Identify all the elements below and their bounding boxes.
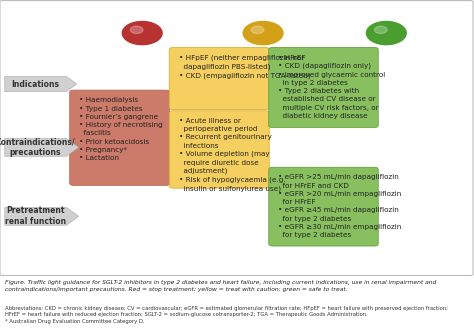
Circle shape bbox=[122, 22, 162, 45]
Polygon shape bbox=[5, 207, 79, 225]
FancyBboxPatch shape bbox=[70, 90, 170, 185]
Text: • HFpEF (neither empagliflozin nor
  dapagliflozin PBS-listed)
• CKD (empagliflo: • HFpEF (neither empagliflozin nor dapag… bbox=[179, 54, 310, 79]
FancyBboxPatch shape bbox=[169, 47, 269, 110]
Circle shape bbox=[366, 22, 406, 45]
Polygon shape bbox=[5, 77, 77, 92]
Text: Abbreviations: CKD = chronic kidney disease; CV = cardiovascular; eGFR = estimat: Abbreviations: CKD = chronic kidney dise… bbox=[5, 306, 447, 324]
Text: Figure. Traffic light guidance for SGLT-2 inhibitors in type 2 diabetes and hear: Figure. Traffic light guidance for SGLT-… bbox=[5, 280, 436, 292]
FancyBboxPatch shape bbox=[269, 167, 378, 246]
FancyBboxPatch shape bbox=[0, 1, 473, 276]
Circle shape bbox=[243, 22, 283, 45]
Text: Indications: Indications bbox=[11, 80, 60, 88]
Polygon shape bbox=[5, 138, 79, 156]
Text: • Acute illness or
  perioperative period
• Recurrent genitourinary
  infections: • Acute illness or perioperative period … bbox=[179, 118, 285, 192]
Text: • HFrEF
• CKD (dapagliflozin only)
• Improved glycaemic control
  in type 2 diab: • HFrEF • CKD (dapagliflozin only) • Imp… bbox=[278, 54, 385, 119]
FancyBboxPatch shape bbox=[269, 47, 378, 128]
Circle shape bbox=[130, 26, 143, 34]
Circle shape bbox=[251, 26, 264, 34]
Text: • eGFR >25 mL/min dapagliflozin
  for HFrEF and CKD
• eGFR >20 mL/min empagliflo: • eGFR >25 mL/min dapagliflozin for HFrE… bbox=[278, 174, 401, 238]
Text: • Haemodialysis
• Type 1 diabetes
• Fournier’s gangrene
• History of necrotising: • Haemodialysis • Type 1 diabetes • Four… bbox=[79, 97, 163, 161]
Circle shape bbox=[374, 26, 387, 34]
Text: Pretreatment
renal function: Pretreatment renal function bbox=[5, 206, 66, 226]
FancyBboxPatch shape bbox=[169, 111, 269, 188]
Text: Contraindications/
precautions: Contraindications/ precautions bbox=[0, 137, 75, 158]
